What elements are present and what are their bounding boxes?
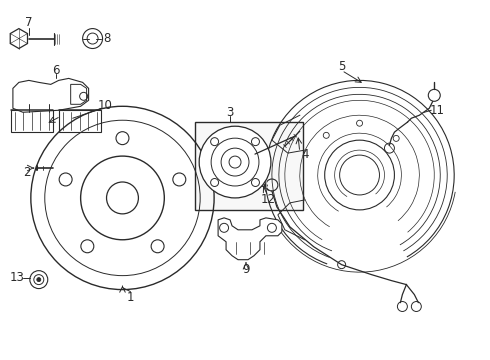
Text: 1: 1 xyxy=(127,291,134,304)
Text: 11: 11 xyxy=(430,104,445,117)
Polygon shape xyxy=(218,218,282,260)
Circle shape xyxy=(229,156,241,168)
Text: 8: 8 xyxy=(103,32,110,45)
Circle shape xyxy=(428,89,440,101)
FancyBboxPatch shape xyxy=(11,110,53,132)
Text: 10: 10 xyxy=(98,99,113,112)
Polygon shape xyxy=(10,28,27,49)
Ellipse shape xyxy=(39,89,59,101)
Text: 12: 12 xyxy=(260,193,275,206)
Bar xyxy=(195,122,303,210)
Text: 7: 7 xyxy=(25,16,33,29)
Text: 13: 13 xyxy=(9,271,24,284)
Polygon shape xyxy=(13,78,89,112)
Text: 5: 5 xyxy=(338,60,345,73)
FancyBboxPatch shape xyxy=(59,110,100,132)
Circle shape xyxy=(199,126,271,198)
Text: 4: 4 xyxy=(301,148,309,161)
Text: 2: 2 xyxy=(23,166,30,179)
Text: 6: 6 xyxy=(52,64,59,77)
Text: 9: 9 xyxy=(242,263,250,276)
Circle shape xyxy=(37,278,41,282)
Text: 3: 3 xyxy=(226,106,234,119)
Polygon shape xyxy=(71,84,87,104)
